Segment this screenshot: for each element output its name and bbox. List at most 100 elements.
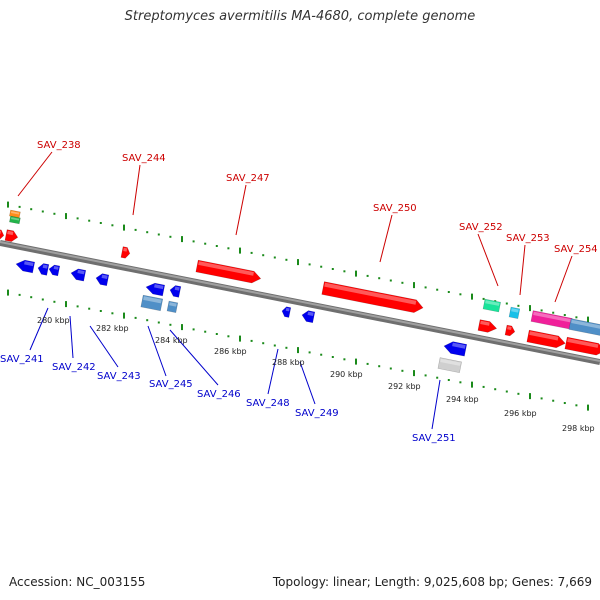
- major-tick: [65, 213, 67, 220]
- gene-labels: SAV_238 SAV_244 SAV_247 SAV_250 SAV_252 …: [0, 140, 598, 444]
- minor-tick: [482, 297, 485, 300]
- minor-tick: [575, 404, 578, 407]
- forward-gene-arrow: [120, 246, 131, 259]
- minor-tick: [169, 235, 172, 238]
- minor-tick: [389, 367, 392, 370]
- major-tick: [471, 381, 473, 388]
- green-feature: [9, 215, 21, 225]
- reverse-gene-arrow-shape: [37, 263, 50, 276]
- gene-label-sav-247: SAV_247: [226, 173, 270, 184]
- orange-feature-highlight: [11, 211, 20, 215]
- minor-tick: [88, 307, 91, 310]
- major-tick: [181, 324, 183, 331]
- reverse-gene-arrow-highlight: [53, 265, 59, 270]
- minor-tick: [111, 312, 114, 315]
- teal-feature-shape: [482, 298, 501, 313]
- map-title: Streptomyces avermitilis MA-4680, comple…: [124, 9, 476, 24]
- major-tick: [65, 301, 67, 308]
- minor-tick: [262, 342, 265, 345]
- reverse-gene-arrow: [37, 263, 50, 276]
- leader-line: [477, 233, 499, 287]
- minor-tick: [552, 399, 555, 402]
- major-tick: [471, 293, 473, 300]
- major-tick: [297, 259, 299, 266]
- minor-tick: [134, 228, 137, 231]
- gene-label-sav-254: SAV_254: [554, 244, 598, 255]
- forward-gene-arrow: [321, 281, 424, 313]
- reverse-gene-arrow: [15, 259, 36, 274]
- scale-label: 294 kbp: [446, 395, 479, 404]
- forward-gene-arrow-highlight: [7, 230, 14, 236]
- reverse-gene-arrow: [169, 285, 182, 298]
- minor-tick: [76, 305, 79, 308]
- forward-gene-arrow-highlight: [0, 230, 2, 234]
- leader-line: [554, 255, 573, 303]
- magenta-feature-highlight: [533, 311, 572, 323]
- steelblue-feature: [140, 294, 164, 312]
- minor-tick: [389, 279, 392, 282]
- minor-tick: [88, 219, 91, 222]
- minor-tick: [378, 365, 381, 368]
- minor-tick: [227, 335, 230, 338]
- major-tick: [7, 289, 9, 296]
- minor-tick: [447, 291, 450, 294]
- forward-gene-arrow-shape: [504, 324, 516, 337]
- scale-label: 290 kbp: [330, 370, 363, 379]
- leader-line: [267, 348, 279, 395]
- major-tick: [413, 282, 415, 289]
- minor-tick: [401, 369, 404, 372]
- minor-tick: [250, 339, 253, 342]
- minor-tick: [540, 397, 543, 400]
- teal-feature-highlight: [485, 300, 500, 306]
- leader-line: [17, 151, 53, 197]
- reverse-gene-arrow: [443, 341, 468, 357]
- minor-tick: [18, 293, 21, 296]
- reverse-gene-arrow-shape: [15, 259, 36, 274]
- minor-tick: [308, 263, 311, 266]
- minor-tick: [273, 344, 276, 347]
- leader-line: [147, 325, 167, 377]
- reverse-gene-arrow: [145, 282, 166, 297]
- minor-tick: [459, 293, 462, 296]
- minor-tick: [343, 358, 346, 361]
- forward-gene-arrow: [4, 229, 19, 242]
- major-tick: [181, 236, 183, 243]
- gene-label-sav-245: SAV_245: [149, 379, 193, 390]
- teal-feature: [482, 298, 501, 313]
- sequence-backbone: [0, 240, 600, 365]
- minor-tick: [30, 296, 33, 299]
- scale-label: 286 kbp: [214, 347, 247, 356]
- minor-tick: [505, 390, 508, 393]
- major-tick: [7, 201, 9, 208]
- accession-label: Accession: NC_003155: [9, 575, 146, 589]
- scale-label: 288 kbp: [272, 358, 305, 367]
- minor-tick: [111, 224, 114, 227]
- forward-gene-arrow-highlight: [567, 338, 599, 348]
- reverse-gene-arrow-shape: [70, 268, 87, 282]
- minor-tick: [53, 212, 56, 215]
- gene-label-sav-242: SAV_242: [52, 362, 96, 373]
- reverse-gene-arrow-shape: [169, 285, 182, 298]
- major-tick: [297, 347, 299, 354]
- leader-line: [89, 325, 119, 368]
- label-leader-lines: [17, 151, 573, 430]
- gray-feature-shape: [437, 357, 462, 373]
- forward-gene-arrow-highlight: [507, 326, 512, 330]
- minor-tick: [517, 392, 520, 395]
- forward-gene-arrow-highlight: [123, 247, 128, 252]
- minor-tick: [320, 353, 323, 356]
- minor-tick: [343, 270, 346, 273]
- major-tick: [529, 305, 531, 312]
- scale-label: 282 kbp: [96, 324, 129, 333]
- minor-tick: [53, 300, 56, 303]
- reverse-gene-arrow: [281, 306, 292, 318]
- reverse-gene-arrow-highlight: [24, 261, 34, 267]
- minor-tick: [517, 304, 520, 307]
- leader-line: [431, 379, 441, 430]
- reverse-gene-arrow-shape: [443, 341, 468, 357]
- forward-gene-arrow-highlight: [198, 261, 254, 276]
- forward-gene-arrow-highlight: [480, 320, 490, 326]
- minor-tick: [215, 244, 218, 247]
- leader-line: [379, 214, 393, 263]
